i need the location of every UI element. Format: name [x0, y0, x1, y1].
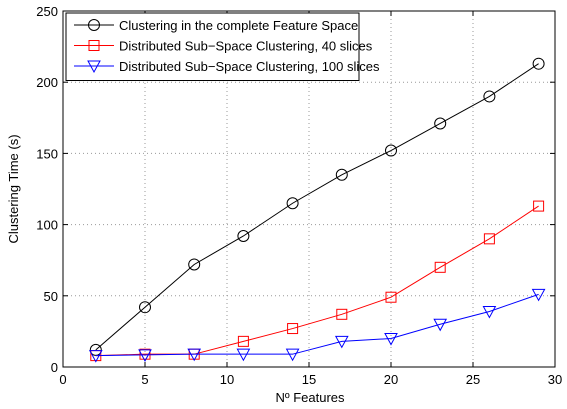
marker: [434, 117, 447, 130]
series-line: [95, 293, 539, 357]
y-tick-label: 100: [36, 218, 58, 233]
marker: [285, 348, 300, 362]
marker: [336, 308, 348, 320]
marker: [531, 288, 546, 302]
y-tick-label: 0: [51, 360, 58, 375]
x-tick-label: 25: [466, 372, 480, 387]
marker: [236, 348, 251, 362]
marker: [237, 229, 250, 242]
series-line: [95, 63, 539, 351]
legend-marker: [87, 60, 101, 74]
y-tick-label: 150: [36, 146, 58, 161]
y-tick-label: 250: [36, 4, 58, 19]
marker: [138, 349, 152, 362]
legend-label: Distributed Sub−Space Clustering, 40 sli…: [119, 39, 373, 54]
x-tick-label: 15: [302, 372, 316, 387]
marker: [482, 305, 497, 319]
marker: [139, 301, 151, 314]
legend-label: Distributed Sub−Space Clustering, 100 sl…: [119, 59, 380, 74]
marker: [483, 233, 495, 245]
x-tick-label: 0: [59, 372, 66, 387]
y-tick-label: 200: [36, 75, 58, 90]
x-tick-label: 5: [141, 372, 148, 387]
legend-label: Clustering in the complete Feature Space: [119, 18, 358, 33]
marker: [385, 291, 397, 303]
x-tick-label: 30: [548, 372, 562, 387]
marker: [483, 90, 496, 103]
marker: [287, 323, 299, 335]
x-tick-label: 10: [220, 372, 234, 387]
y-axis-label: Clustering Time (s): [6, 134, 21, 243]
marker: [335, 168, 348, 181]
marker: [532, 57, 545, 70]
plot-frame: [62, 10, 556, 368]
marker: [533, 200, 545, 212]
marker: [139, 348, 151, 360]
marker: [237, 335, 249, 347]
marker: [334, 335, 349, 349]
y-tick-label: 50: [44, 289, 58, 304]
legend-box: [65, 12, 360, 81]
marker: [88, 350, 103, 363]
marker: [385, 144, 397, 157]
x-axis-label: Nº Features: [275, 390, 345, 405]
marker: [187, 348, 202, 362]
marker: [286, 197, 299, 210]
marker: [434, 261, 446, 273]
marker: [188, 258, 201, 271]
x-tick-label: 20: [384, 372, 398, 387]
marker: [433, 318, 448, 332]
legend-marker: [88, 19, 100, 31]
marker: [384, 333, 398, 346]
legend-marker: [88, 40, 100, 51]
